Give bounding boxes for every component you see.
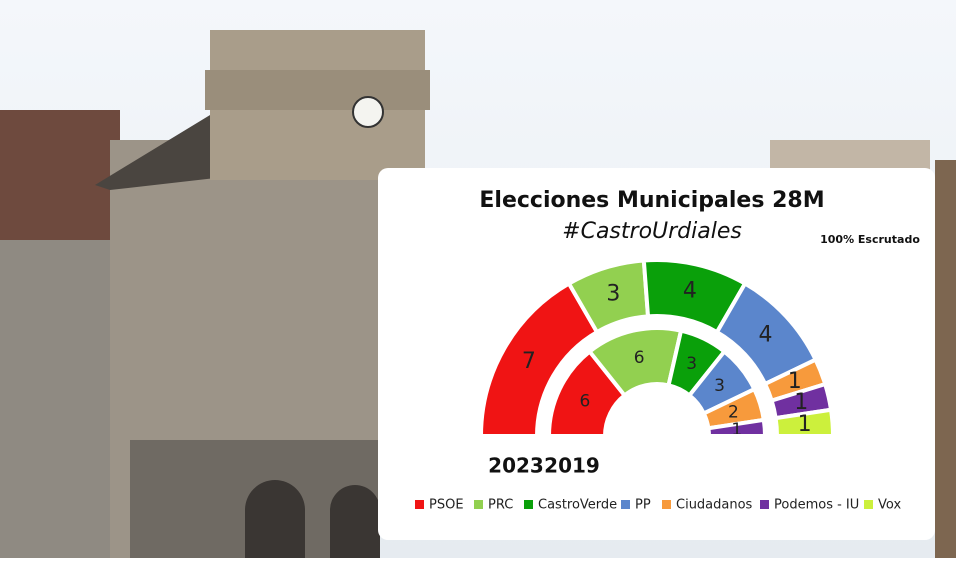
seat-label: 3 <box>606 282 620 307</box>
seat-label: 6 <box>634 348 645 368</box>
chart-subtitle: #CastroUrdiales <box>562 219 742 244</box>
seat-label: 6 <box>580 391 591 411</box>
seat-label: 7 <box>522 349 536 374</box>
legend-label: Podemos - IU <box>774 498 859 513</box>
legend-swatch <box>760 500 769 509</box>
legend-label: PP <box>635 498 651 513</box>
legend-swatch <box>415 500 424 509</box>
legend-swatch <box>524 500 533 509</box>
seat-label: 1 <box>788 369 802 394</box>
ring-label: 2023 <box>488 454 544 478</box>
seat-label: 4 <box>683 279 697 304</box>
legend-swatch <box>864 500 873 509</box>
seat-label: 4 <box>758 322 772 347</box>
legend-label: CastroVerde <box>538 498 617 513</box>
seat-label: 2 <box>728 402 739 422</box>
seat-label: 3 <box>714 376 725 396</box>
legend-label: Ciudadanos <box>676 498 753 513</box>
seat-label: 1 <box>794 390 808 415</box>
annotation: 100% Escrutado <box>820 233 920 246</box>
seat-segment <box>773 407 836 438</box>
legend-swatch <box>662 500 671 509</box>
chart-title: Elecciones Municipales 28M <box>479 188 824 213</box>
legend-label: PSOE <box>429 498 464 513</box>
ring-label: 2019 <box>544 454 600 478</box>
legend-swatch <box>621 500 630 509</box>
seat-label: 3 <box>686 354 697 374</box>
seat-label: 1 <box>731 420 742 440</box>
seat-label: 1 <box>798 412 812 437</box>
legend-label: Vox <box>878 498 901 513</box>
legend-swatch <box>474 500 483 509</box>
legend-label: PRC <box>488 498 513 513</box>
